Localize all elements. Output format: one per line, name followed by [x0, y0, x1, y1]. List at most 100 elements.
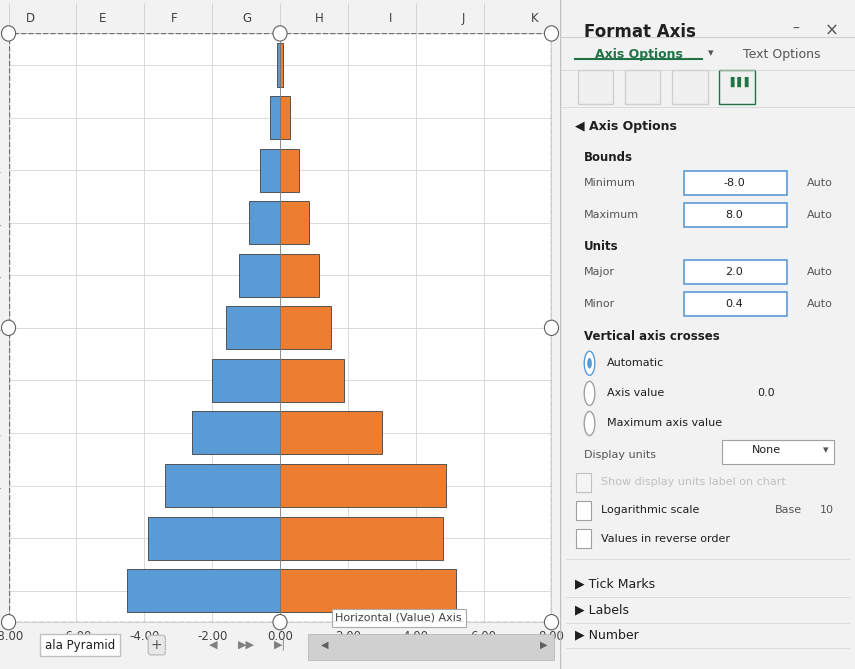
Bar: [280, 149, 298, 192]
Bar: [280, 306, 331, 349]
Text: Auto: Auto: [806, 268, 833, 277]
Text: Auto: Auto: [806, 178, 833, 187]
Circle shape: [584, 351, 595, 375]
Bar: [280, 254, 319, 297]
Bar: [280, 43, 283, 86]
Text: Auto: Auto: [806, 300, 833, 309]
Text: E: E: [98, 12, 106, 25]
Bar: [127, 569, 280, 612]
Text: ▾: ▾: [823, 446, 828, 455]
Text: ▶ Labels: ▶ Labels: [575, 603, 628, 616]
FancyBboxPatch shape: [684, 203, 787, 227]
Bar: [239, 254, 280, 297]
Text: Axis Options: Axis Options: [595, 48, 683, 61]
Text: Format Axis: Format Axis: [584, 23, 695, 41]
Text: Maximum: Maximum: [584, 210, 639, 219]
Text: 8.0: 8.0: [725, 210, 743, 219]
Text: ◀ Axis Options: ◀ Axis Options: [575, 120, 676, 133]
Text: Units: Units: [584, 240, 618, 253]
Text: Display units: Display units: [584, 450, 656, 460]
Text: -8.0: -8.0: [723, 178, 745, 187]
Text: ▶|: ▶|: [274, 640, 286, 650]
Circle shape: [2, 615, 15, 630]
Bar: [212, 359, 280, 402]
Bar: [576, 501, 591, 520]
Text: ▐▐▐: ▐▐▐: [726, 76, 748, 87]
Text: 10: 10: [820, 506, 834, 515]
Text: Logarithmic scale: Logarithmic scale: [601, 506, 699, 515]
Text: Maximum axis value: Maximum axis value: [607, 419, 722, 428]
Text: Major: Major: [584, 268, 615, 277]
Text: ▶ Number: ▶ Number: [575, 628, 639, 642]
Bar: [226, 306, 280, 349]
Circle shape: [545, 26, 558, 41]
Circle shape: [273, 615, 287, 630]
Circle shape: [273, 26, 287, 41]
Text: Minor: Minor: [584, 300, 615, 309]
Bar: [270, 96, 280, 139]
Text: F: F: [171, 12, 178, 25]
Text: ◀: ◀: [209, 640, 217, 650]
Bar: [625, 70, 660, 104]
Bar: [148, 516, 280, 559]
Text: Auto: Auto: [806, 210, 833, 219]
Bar: [192, 411, 280, 454]
Bar: [277, 43, 280, 86]
Bar: [280, 96, 290, 139]
Text: Text Options: Text Options: [743, 48, 821, 61]
Text: G: G: [242, 12, 251, 25]
Text: Bounds: Bounds: [584, 151, 633, 163]
Bar: [280, 464, 446, 507]
Text: +: +: [151, 638, 162, 652]
Text: ▶▶: ▶▶: [238, 640, 255, 650]
Text: None: None: [752, 446, 781, 455]
Bar: [280, 516, 443, 559]
Text: H: H: [315, 12, 323, 25]
Text: Axis value: Axis value: [607, 389, 664, 398]
Bar: [672, 70, 708, 104]
Text: 2.0: 2.0: [725, 268, 743, 277]
Text: Show display units label on chart: Show display units label on chart: [601, 478, 786, 487]
Circle shape: [2, 320, 15, 335]
Bar: [719, 70, 755, 104]
Bar: [280, 201, 309, 244]
Bar: [280, 569, 457, 612]
FancyBboxPatch shape: [684, 260, 787, 284]
Circle shape: [2, 26, 15, 41]
Text: ◀: ◀: [321, 640, 328, 650]
Text: D: D: [26, 12, 35, 25]
Circle shape: [584, 381, 595, 405]
Bar: [280, 359, 345, 402]
Bar: [280, 411, 382, 454]
FancyBboxPatch shape: [684, 171, 787, 195]
Bar: [578, 70, 613, 104]
Bar: [576, 529, 591, 548]
FancyBboxPatch shape: [684, 292, 787, 316]
Bar: [260, 149, 280, 192]
Text: ▾: ▾: [707, 48, 713, 58]
Text: 0.4: 0.4: [725, 300, 743, 309]
Bar: [250, 201, 280, 244]
Circle shape: [584, 411, 595, 436]
Text: I: I: [389, 12, 392, 25]
FancyBboxPatch shape: [722, 440, 834, 464]
Text: Base: Base: [775, 506, 803, 515]
Text: –: –: [793, 21, 799, 35]
Text: ▶: ▶: [540, 640, 547, 650]
Bar: [576, 473, 591, 492]
Text: Automatic: Automatic: [607, 359, 664, 368]
Circle shape: [587, 358, 592, 369]
Bar: [308, 634, 554, 660]
Text: 0.0: 0.0: [758, 389, 775, 398]
Text: Values in reverse order: Values in reverse order: [601, 534, 730, 543]
Circle shape: [545, 615, 558, 630]
Bar: [165, 464, 280, 507]
Text: Vertical axis crosses: Vertical axis crosses: [584, 330, 719, 343]
Text: J: J: [462, 12, 465, 25]
Text: ▶ Tick Marks: ▶ Tick Marks: [575, 577, 655, 591]
Text: ×: ×: [824, 21, 839, 39]
Circle shape: [545, 320, 558, 335]
Text: Horizontal (Value) Axis: Horizontal (Value) Axis: [335, 613, 462, 623]
Text: ala Pyramid: ala Pyramid: [44, 639, 115, 652]
Text: Minimum: Minimum: [584, 178, 635, 187]
